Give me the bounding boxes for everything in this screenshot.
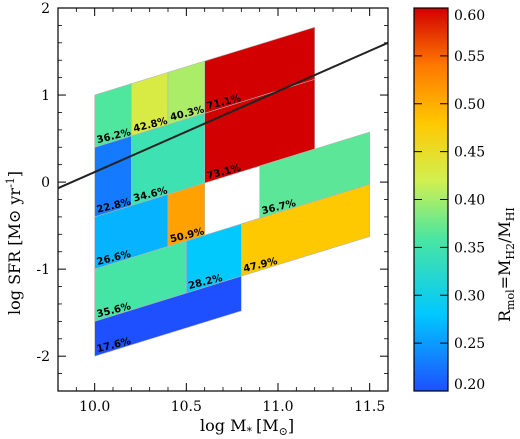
colorbar-tick-label: 0.60 bbox=[454, 8, 485, 24]
heatmap-cells bbox=[94, 26, 371, 357]
colorbar-tick-label: 0.50 bbox=[454, 97, 485, 113]
x-axis-title: log M* [M⊙] bbox=[200, 416, 294, 438]
colorbar-tick-label: 0.35 bbox=[454, 240, 485, 256]
colorbar-ticks: 0.20 0.25 0.30 0.35 0.40 0.45 0.50 0.55 0.60 bbox=[414, 7, 485, 393]
colorbar-tick-label: 0.45 bbox=[454, 145, 485, 161]
x-axis-ticks: 10.0 10.5 11.0 11.5 bbox=[57, 8, 389, 415]
colorbar-title: Rmol=MH2/MHI bbox=[495, 207, 517, 322]
y-tick-label: 2 bbox=[41, 1, 50, 17]
y-axis-ticks: -2 -1 0 1 2 bbox=[36, 1, 388, 392]
x-tick-label: 11.5 bbox=[354, 399, 385, 415]
trend-line bbox=[57, 41, 389, 190]
x-tick-label: 10.0 bbox=[79, 399, 110, 415]
colorbar-tick-label: 0.40 bbox=[454, 193, 485, 209]
colorbar-tick-label: 0.25 bbox=[454, 336, 485, 352]
colorbar-tick-label: 0.30 bbox=[454, 288, 485, 304]
y-axis-title: log SFR [M⊙ yr-1] bbox=[4, 171, 24, 315]
y-tick-label: 1 bbox=[41, 88, 50, 104]
x-tick-label: 10.5 bbox=[171, 399, 202, 415]
y-tick-label: -2 bbox=[36, 349, 50, 365]
y-tick-label: -1 bbox=[36, 262, 50, 278]
colorbar-tick-label: 0.20 bbox=[454, 377, 485, 393]
colorbar-tick-label: 0.55 bbox=[454, 49, 485, 65]
heatmap-cell bbox=[241, 183, 371, 277]
x-tick-label: 11.0 bbox=[262, 399, 293, 415]
y-tick-label: 0 bbox=[41, 175, 50, 191]
